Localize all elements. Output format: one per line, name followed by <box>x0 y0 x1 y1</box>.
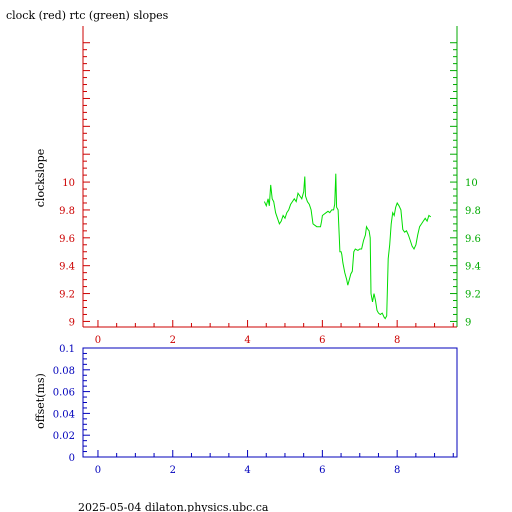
bottom-y-tick-label: 0.08 <box>53 366 75 377</box>
top-right-y-tick-label: 9.8 <box>465 206 481 217</box>
bottom-x-tick-label: 0 <box>95 465 101 476</box>
top-left-y-tick-label: 10 <box>62 178 75 189</box>
top-left-y-tick-label: 9.4 <box>59 262 75 273</box>
bottom-y-tick-label: 0.06 <box>53 388 75 399</box>
bottom-y-tick-label: 0.02 <box>53 431 75 442</box>
chart-title: clock (red) rtc (green) slopes <box>6 9 169 22</box>
top-x-tick-label: 2 <box>170 335 176 346</box>
top-right-y-tick-label: 9 <box>465 317 471 328</box>
top-left-y-tick-label: 9.8 <box>59 206 75 217</box>
top-y-axis-label: clockslope <box>34 149 47 207</box>
top-left-y-tick-label: 9.6 <box>59 234 75 245</box>
bottom-y-tick-label: 0.1 <box>59 344 75 355</box>
bottom-x-tick-label: 4 <box>244 465 250 476</box>
top-x-tick-label: 0 <box>95 335 101 346</box>
bottom-x-tick-label: 2 <box>170 465 176 476</box>
top-right-y-tick-label: 9.6 <box>465 234 481 245</box>
footer-text: 2025-05-04 dilaton.physics.ubc.ca <box>78 501 269 512</box>
top-right-y-tick-label: 9.4 <box>465 262 481 273</box>
top-x-tick-label: 4 <box>244 335 250 346</box>
top-left-y-tick-label: 9 <box>69 317 75 328</box>
top-right-y-tick-label: 9.2 <box>465 290 481 301</box>
bottom-y-tick-label: 0.04 <box>53 409 75 420</box>
bottom-plot-frame <box>82 347 458 458</box>
bottom-x-tick-label: 6 <box>319 465 325 476</box>
top-left-y-tick-label: 9.2 <box>59 290 75 301</box>
rtc-slope-series-line <box>263 173 432 320</box>
offset-plot-panel: 0 0.02 0.04 0.06 0.08 0.1 0 2 4 6 8 <box>53 344 458 476</box>
bottom-y-axis-label: offset(ms) <box>34 373 47 429</box>
top-x-tick-label: 8 <box>394 335 400 346</box>
bottom-y-tick-label: 0 <box>69 453 75 464</box>
top-right-y-tick-label: 10 <box>465 178 478 189</box>
slope-plot-panel: 9 9 9.2 9.2 9.4 9.4 9.6 9.6 9.8 9.8 10 10 0 2 4 6 8 <box>59 26 481 346</box>
top-x-tick-label: 6 <box>319 335 325 346</box>
bottom-x-tick-label: 8 <box>394 465 400 476</box>
